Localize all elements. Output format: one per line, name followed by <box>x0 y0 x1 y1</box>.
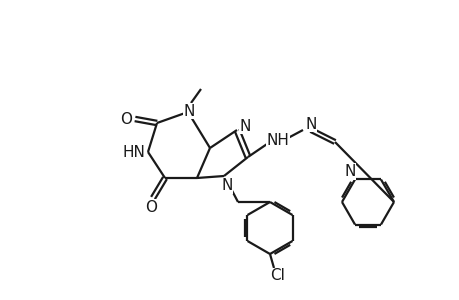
Text: NH: NH <box>266 133 289 148</box>
Text: N: N <box>183 103 194 118</box>
Text: N: N <box>344 164 355 179</box>
Text: N: N <box>305 116 316 131</box>
Text: N: N <box>221 178 232 194</box>
Text: O: O <box>120 112 132 127</box>
Text: N: N <box>239 118 250 134</box>
Text: O: O <box>145 200 157 214</box>
Text: Cl: Cl <box>270 268 285 284</box>
Text: HN: HN <box>122 145 145 160</box>
